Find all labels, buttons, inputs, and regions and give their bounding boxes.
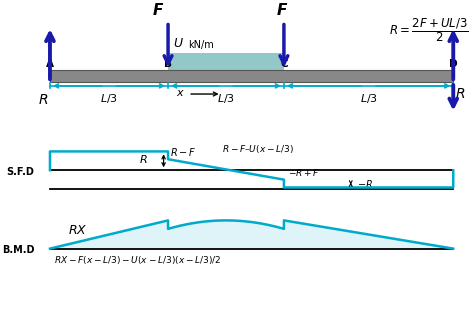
Text: $RX-F(x-L/3) - U(x-L/3)(x-L/3)/2$: $RX-F(x-L/3) - U(x-L/3)(x-L/3)/2$ [55, 254, 222, 266]
Text: $R$: $R$ [38, 93, 48, 107]
Text: C: C [280, 59, 288, 69]
Text: $R- F – U(x-L/3)$: $R- F – U(x-L/3)$ [221, 142, 293, 154]
Text: B.M.D: B.M.D [2, 245, 35, 255]
Text: S.F.D: S.F.D [7, 167, 35, 177]
Text: $-R$: $-R$ [357, 178, 374, 190]
Text: $-R+ F$: $-R+ F$ [288, 167, 320, 178]
Bar [50, 70, 453, 82]
Text: F: F [276, 3, 287, 17]
Text: $x$: $x$ [175, 88, 184, 98]
Text: $R = \dfrac{2F + UL/3}{2}$: $R = \dfrac{2F + UL/3}{2}$ [389, 16, 469, 44]
Text: $R$: $R$ [139, 153, 148, 165]
Bar [168, 53, 284, 70]
Text: B: B [164, 59, 172, 69]
Text: $U$: $U$ [173, 37, 183, 50]
Text: $L/3$: $L/3$ [217, 91, 235, 105]
Text: F: F [153, 3, 164, 17]
Text: kN/m: kN/m [188, 40, 214, 50]
Text: D: D [449, 59, 457, 69]
Text: A: A [46, 59, 54, 69]
Text: $R- F$: $R- F$ [170, 146, 197, 158]
Text: $R$: $R$ [456, 87, 466, 101]
Text: $L/3$: $L/3$ [360, 91, 378, 105]
Text: $L/3$: $L/3$ [100, 91, 118, 105]
Text: $RX$: $RX$ [68, 224, 87, 237]
